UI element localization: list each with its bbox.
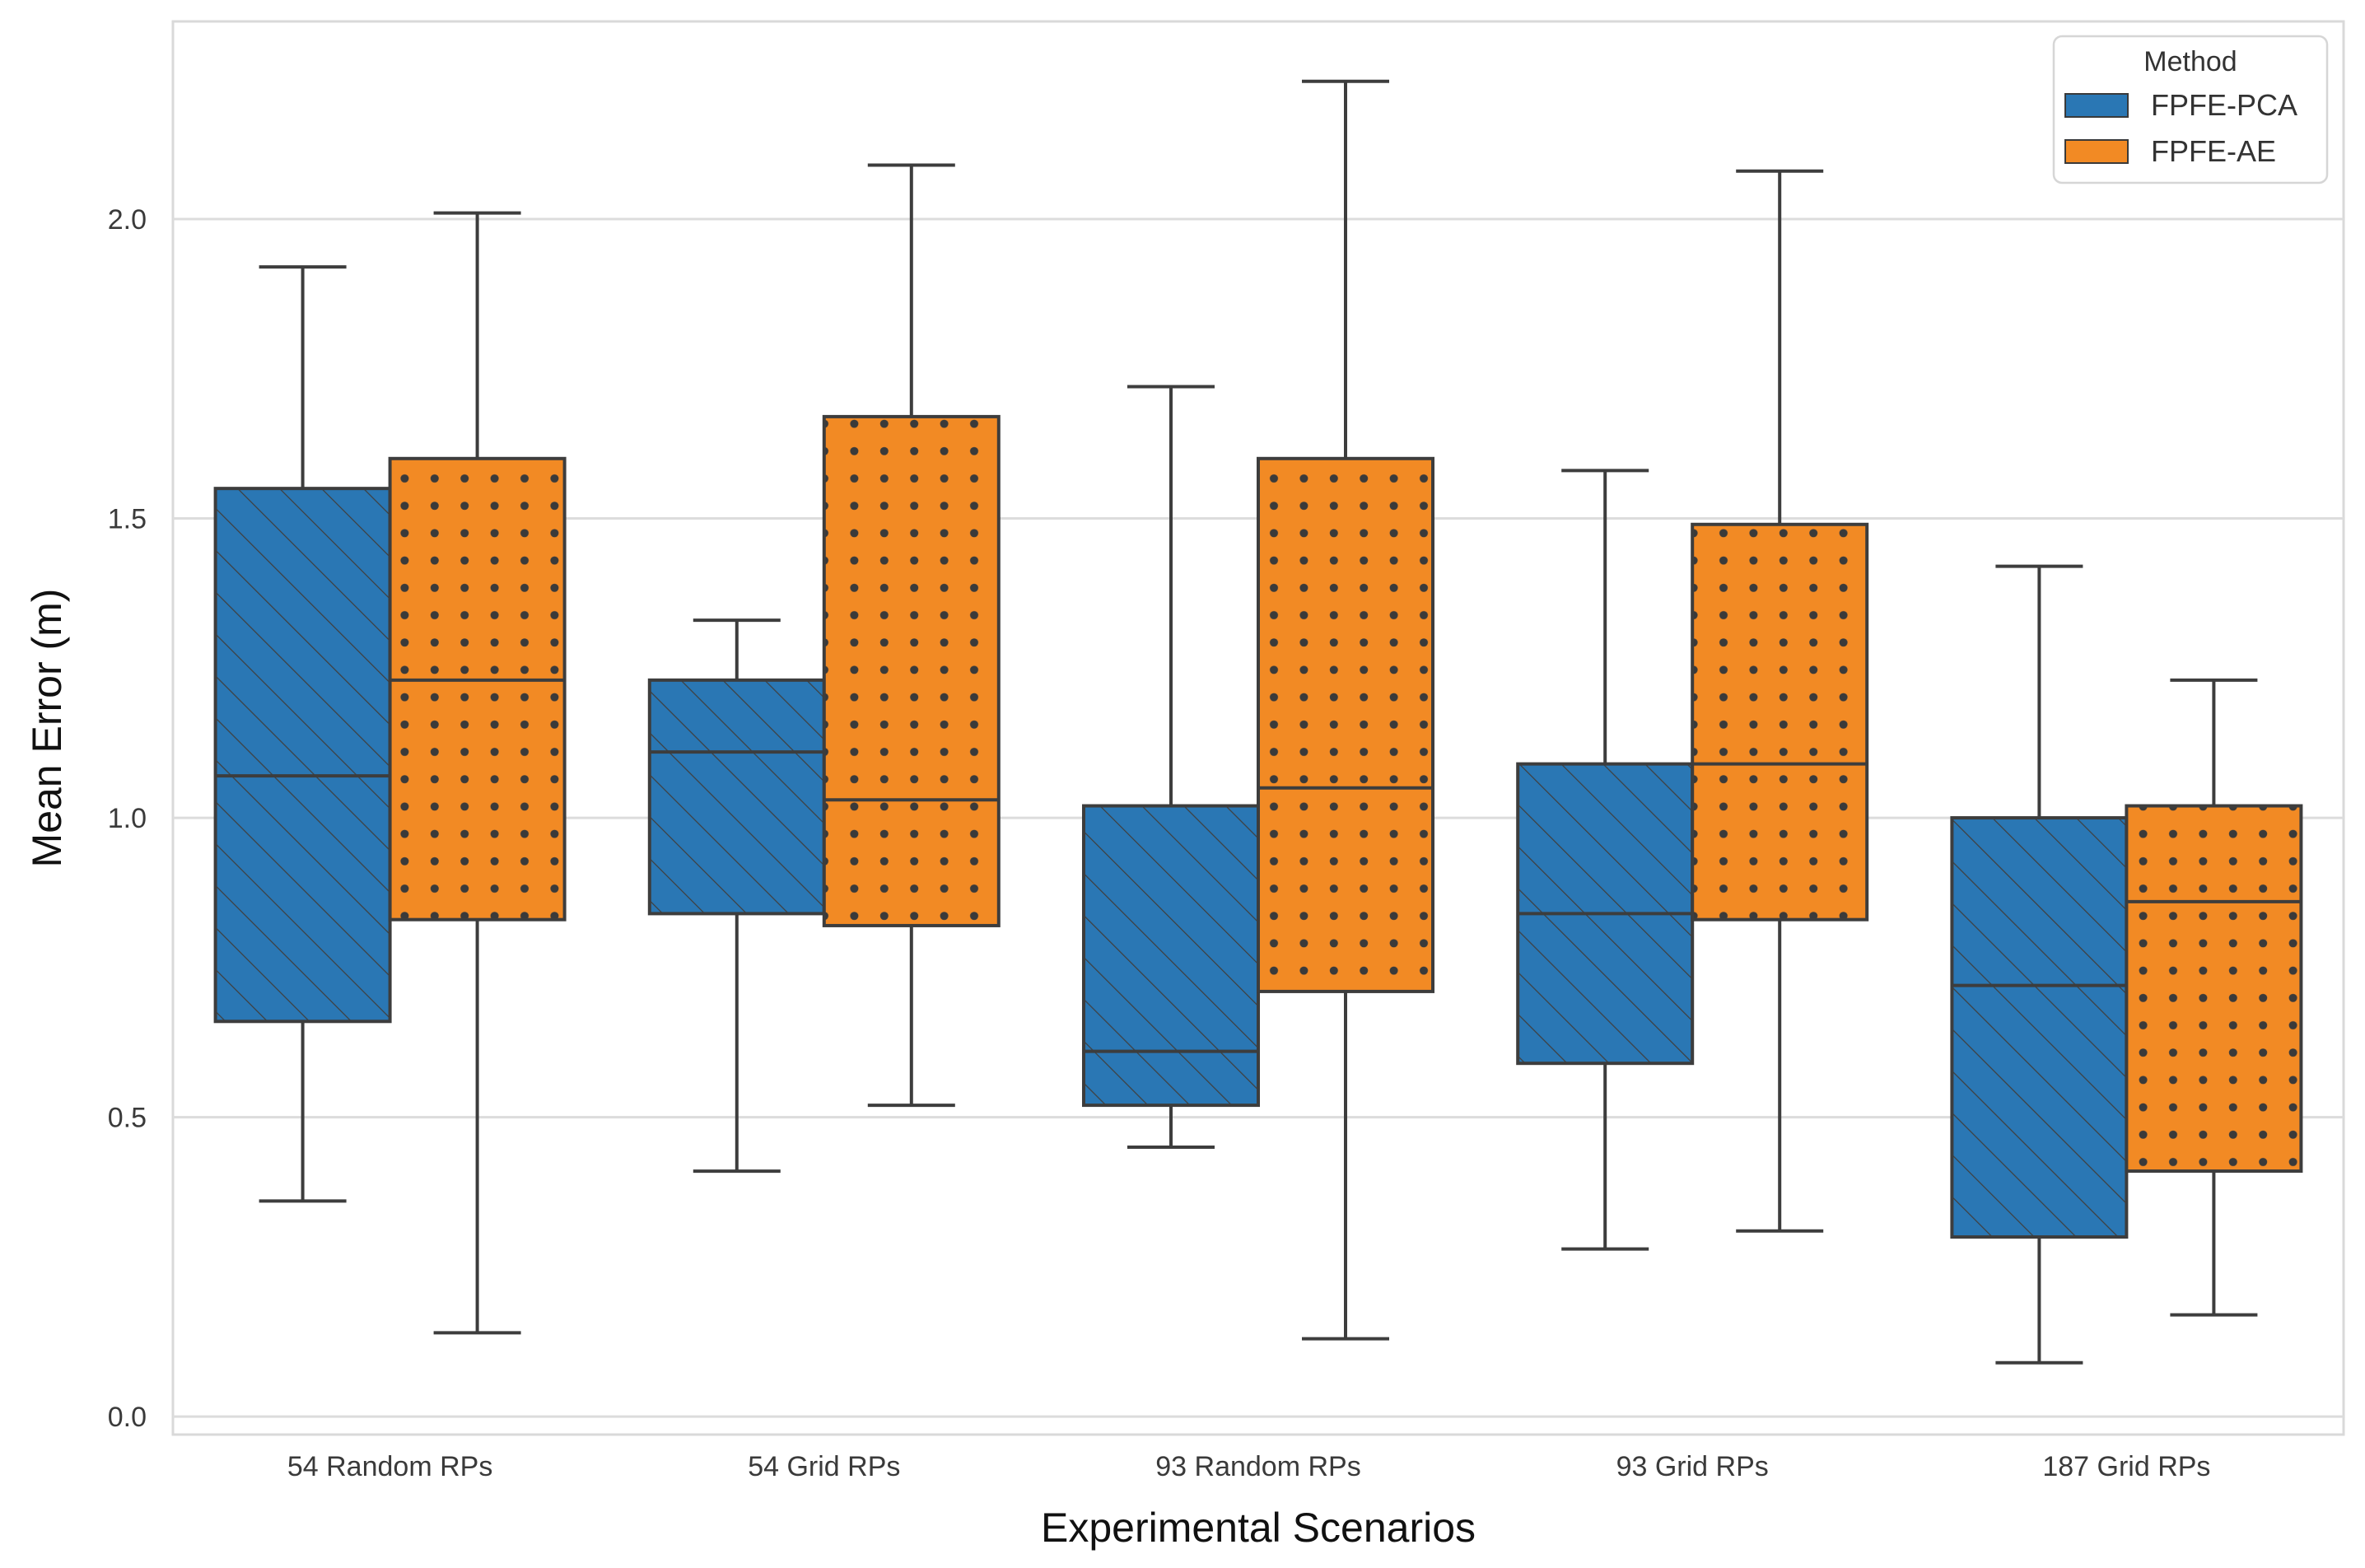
box — [2125, 678, 2303, 1317]
iqr-box-outline — [822, 414, 1001, 927]
iqr-box-hatch — [2126, 805, 2302, 1172]
legend-title: Method — [2143, 46, 2237, 77]
y-tick-label: 2.0 — [108, 204, 147, 236]
iqr-box-hatch — [215, 488, 390, 1022]
iqr-box-hatch — [1952, 818, 2127, 1238]
legend: Method FPFE-PCA FPFE-AE — [2052, 35, 2329, 184]
box — [1950, 564, 2129, 1365]
legend-swatch-fpfe-pca — [2064, 93, 2129, 118]
x-axis-title: Experimental Scenarios — [1041, 1505, 1476, 1551]
y-tick-label: 0.0 — [108, 1402, 147, 1433]
iqr-box-outline — [388, 456, 567, 922]
box — [1082, 385, 1260, 1149]
box — [1516, 469, 1695, 1251]
iqr-box-hatch — [649, 679, 824, 914]
box — [1691, 169, 1869, 1233]
y-tick-label: 1.0 — [108, 803, 147, 834]
iqr-box-outline — [2125, 804, 2303, 1174]
x-tick-label: 93 Random RPs — [1155, 1451, 1360, 1482]
x-tick-label: 54 Random RPs — [287, 1451, 492, 1482]
y-axis-tick-labels: 0.0 0.5 1.0 1.5 2.0 — [108, 204, 147, 1433]
box-series-group — [213, 79, 2303, 1365]
y-axis-title: Mean Error (m) — [24, 589, 70, 868]
iqr-box-outline — [1257, 456, 1434, 993]
iqr-box-hatch — [1258, 458, 1433, 992]
box — [822, 163, 1001, 1108]
x-tick-label: 54 Grid RPs — [748, 1451, 900, 1482]
box — [1257, 79, 1434, 1341]
iqr-box-outline — [1691, 522, 1869, 922]
x-tick-label: 187 Grid RPs — [2042, 1451, 2210, 1482]
x-axis-tick-labels: 54 Random RPs 54 Grid RPs 93 Random RPs 93 … — [287, 1451, 2211, 1482]
iqr-box-hatch — [1084, 805, 1258, 1106]
series-fpfe-ae — [388, 79, 2303, 1341]
iqr-box-hatch — [390, 458, 565, 920]
iqr-box-hatch — [1692, 524, 1868, 920]
legend-label-fpfe-pca: FPFE-PCA — [2151, 88, 2297, 122]
series-fpfe-pca — [213, 265, 2129, 1365]
y-tick-label: 0.5 — [108, 1103, 147, 1134]
iqr-box-hatch — [823, 416, 999, 926]
y-tick-label: 1.5 — [108, 504, 147, 535]
box — [647, 618, 826, 1174]
legend-label-fpfe-ae: FPFE-AE — [2151, 134, 2276, 168]
legend-swatch-fpfe-ae — [2064, 139, 2129, 164]
box — [213, 265, 392, 1203]
x-tick-label: 93 Grid RPs — [1616, 1451, 1769, 1482]
box — [388, 211, 567, 1335]
